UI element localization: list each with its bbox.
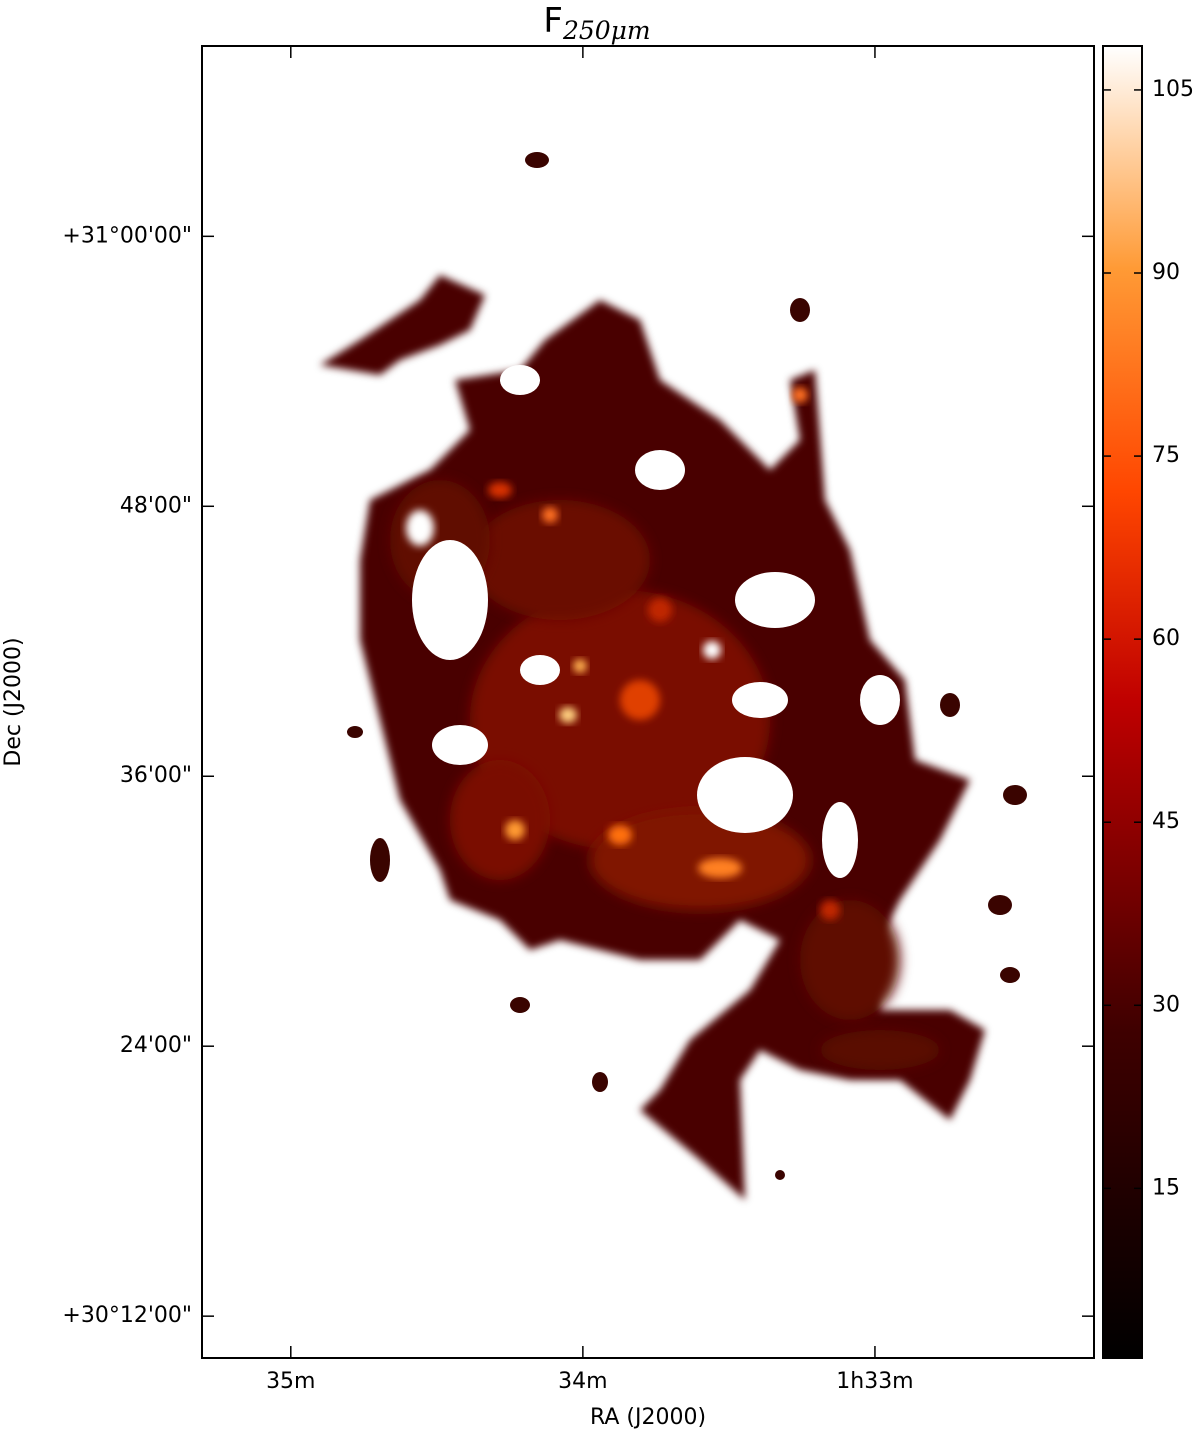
y-axis-label: Dec (J2000) — [1, 637, 26, 766]
colorbar-tick-label: 105 — [1152, 77, 1194, 102]
emission-peak — [648, 598, 672, 622]
colorbar-tick-label: 45 — [1152, 809, 1180, 834]
emission-glow — [470, 500, 650, 620]
emission-peak — [505, 820, 525, 840]
chart-title: F250μm — [543, 1, 650, 45]
emission-peak — [559, 707, 577, 723]
emission-island — [940, 693, 960, 717]
emission-peak — [820, 900, 840, 920]
emission-gap — [735, 572, 815, 628]
emission-island — [1000, 967, 1020, 983]
emission-peak — [792, 387, 808, 403]
emission-glow — [820, 1030, 940, 1070]
emission-gap — [520, 655, 560, 685]
title-main: F — [543, 1, 563, 41]
y-tick-label: +30°12'00" — [62, 1303, 192, 1328]
emission-gap — [432, 725, 488, 765]
x-tick-label: 1h33m — [836, 1369, 913, 1394]
colorbar — [1102, 45, 1143, 1359]
emission-gap — [412, 540, 488, 660]
emission-island — [988, 895, 1012, 915]
emission-peak — [573, 659, 587, 673]
colorbar-tick-label: 75 — [1152, 443, 1180, 468]
emission-peak — [542, 507, 558, 523]
emission-island — [510, 997, 530, 1013]
emission-gap — [500, 365, 540, 395]
colorbar-tick-label: 60 — [1152, 626, 1180, 651]
emission-peak — [406, 510, 434, 546]
galaxy-image — [320, 152, 1027, 1200]
emission-gap — [635, 450, 685, 490]
emission-island — [775, 1170, 785, 1180]
emission-island — [1003, 785, 1027, 805]
emission-peak — [703, 641, 721, 659]
emission-island — [592, 1072, 608, 1092]
colorbar-tick-label: 30 — [1152, 992, 1180, 1017]
emission-glow — [450, 760, 550, 880]
emission-glow — [800, 900, 900, 1020]
emission-gap — [732, 682, 788, 718]
title-subscript: 250μm — [562, 16, 651, 45]
colorbar-tick-label: 15 — [1152, 1175, 1180, 1200]
emission-peak — [620, 680, 660, 720]
emission-gap — [697, 757, 793, 833]
emission-peak — [488, 482, 512, 498]
emission-peak — [608, 825, 632, 845]
emission-island — [525, 152, 549, 168]
emission-glow — [590, 810, 810, 910]
emission-island — [790, 298, 810, 322]
emission-island — [370, 838, 390, 882]
x-tick-label: 35m — [266, 1369, 315, 1394]
emission-arm — [320, 275, 485, 375]
plot-frame — [201, 45, 1095, 1359]
x-axis-label: RA (J2000) — [590, 1405, 706, 1430]
y-tick-label: +31°00'00" — [62, 223, 192, 248]
emission-gap — [822, 802, 858, 878]
emission-island — [347, 726, 363, 738]
emission-gap — [860, 675, 900, 725]
emission-peak — [698, 858, 742, 878]
colorbar-tick-label: 90 — [1152, 260, 1180, 285]
y-tick-label: 36'00" — [120, 763, 192, 788]
emission-glow — [470, 590, 770, 850]
x-tick-label: 34m — [558, 1369, 607, 1394]
y-tick-label: 48'00" — [120, 493, 192, 518]
y-tick-label: 24'00" — [120, 1033, 192, 1058]
